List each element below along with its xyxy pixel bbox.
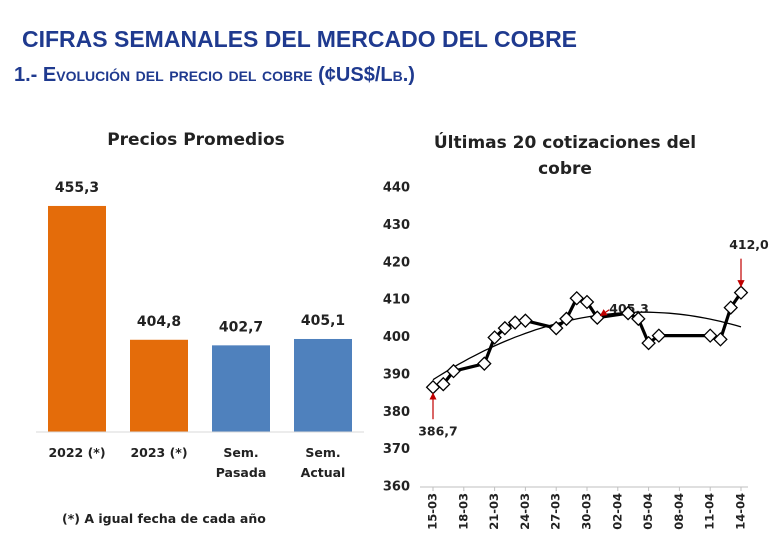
marker — [723, 300, 739, 315]
y-tick-label: 380 — [383, 405, 410, 420]
bar — [48, 205, 106, 432]
x-tick-label: Sem. Pasada — [215, 445, 267, 480]
x-tick-label: Sem. Actual — [300, 445, 346, 480]
x-tick-label: 30-03 — [580, 493, 594, 530]
y-tick-label: 440 — [383, 181, 410, 196]
marker — [631, 311, 646, 327]
marker — [733, 285, 749, 300]
y-tick-label: 420 — [383, 255, 410, 270]
x-tick-label: 27-03 — [549, 493, 563, 530]
value-label: 402,7 — [219, 319, 263, 335]
marker — [487, 330, 502, 345]
x-tick-label: 14-04 — [734, 493, 748, 530]
x-tick-label: 15-03 — [426, 493, 440, 530]
marker — [548, 320, 564, 336]
value-label: 412,0 — [729, 237, 769, 252]
x-tick-label: 2023 (*) — [130, 445, 188, 460]
value-label: 405,1 — [301, 313, 345, 329]
x-tick-label: 24-03 — [518, 493, 532, 530]
y-tick-label: 430 — [383, 218, 410, 233]
x-tick-label: 18-03 — [456, 493, 470, 530]
marker — [702, 328, 718, 343]
x-tick-label: 21-03 — [487, 493, 501, 530]
marker — [651, 328, 667, 343]
marker — [507, 315, 523, 330]
marker — [518, 313, 533, 328]
marker — [497, 320, 513, 336]
x-tick-label: 2022 (*) — [48, 445, 106, 460]
marker — [446, 363, 461, 379]
footnote: (*) A igual fecha de cada año — [62, 511, 266, 526]
marker — [477, 356, 492, 371]
x-tick-label: 02-04 — [610, 493, 624, 530]
x-tick-label: 11-04 — [703, 493, 717, 530]
bar — [294, 338, 352, 432]
value-label: 455,3 — [55, 180, 99, 196]
y-tick-label: 360 — [383, 480, 410, 495]
marker — [713, 332, 728, 347]
bar — [212, 345, 270, 432]
value-label: 386,7 — [418, 424, 458, 439]
y-tick-label: 400 — [383, 330, 410, 345]
marker — [435, 376, 451, 392]
trend-line — [432, 311, 742, 381]
marker — [641, 335, 656, 351]
marker — [559, 311, 574, 327]
marker — [620, 305, 636, 321]
y-tick-label: 410 — [383, 293, 410, 308]
x-tick-label: 08-04 — [672, 493, 686, 530]
page-title: CIFRAS SEMANALES DEL MERCADO DEL COBRE — [22, 26, 578, 52]
y-tick-label: 390 — [383, 367, 410, 382]
marker — [569, 290, 585, 306]
chart-title: Precios Promedios — [107, 130, 285, 150]
bar — [130, 339, 188, 432]
x-tick-label: 05-04 — [641, 493, 655, 530]
value-label: 404,8 — [137, 314, 181, 330]
y-tick-label: 370 — [383, 442, 410, 457]
annotation-arrow — [599, 309, 610, 317]
marker — [579, 294, 595, 310]
chart-title: Últimas 20 cotizaciones del cobre — [433, 133, 697, 179]
page-subtitle: 1.- Evolución del precio del cobre (¢US$… — [14, 64, 415, 86]
